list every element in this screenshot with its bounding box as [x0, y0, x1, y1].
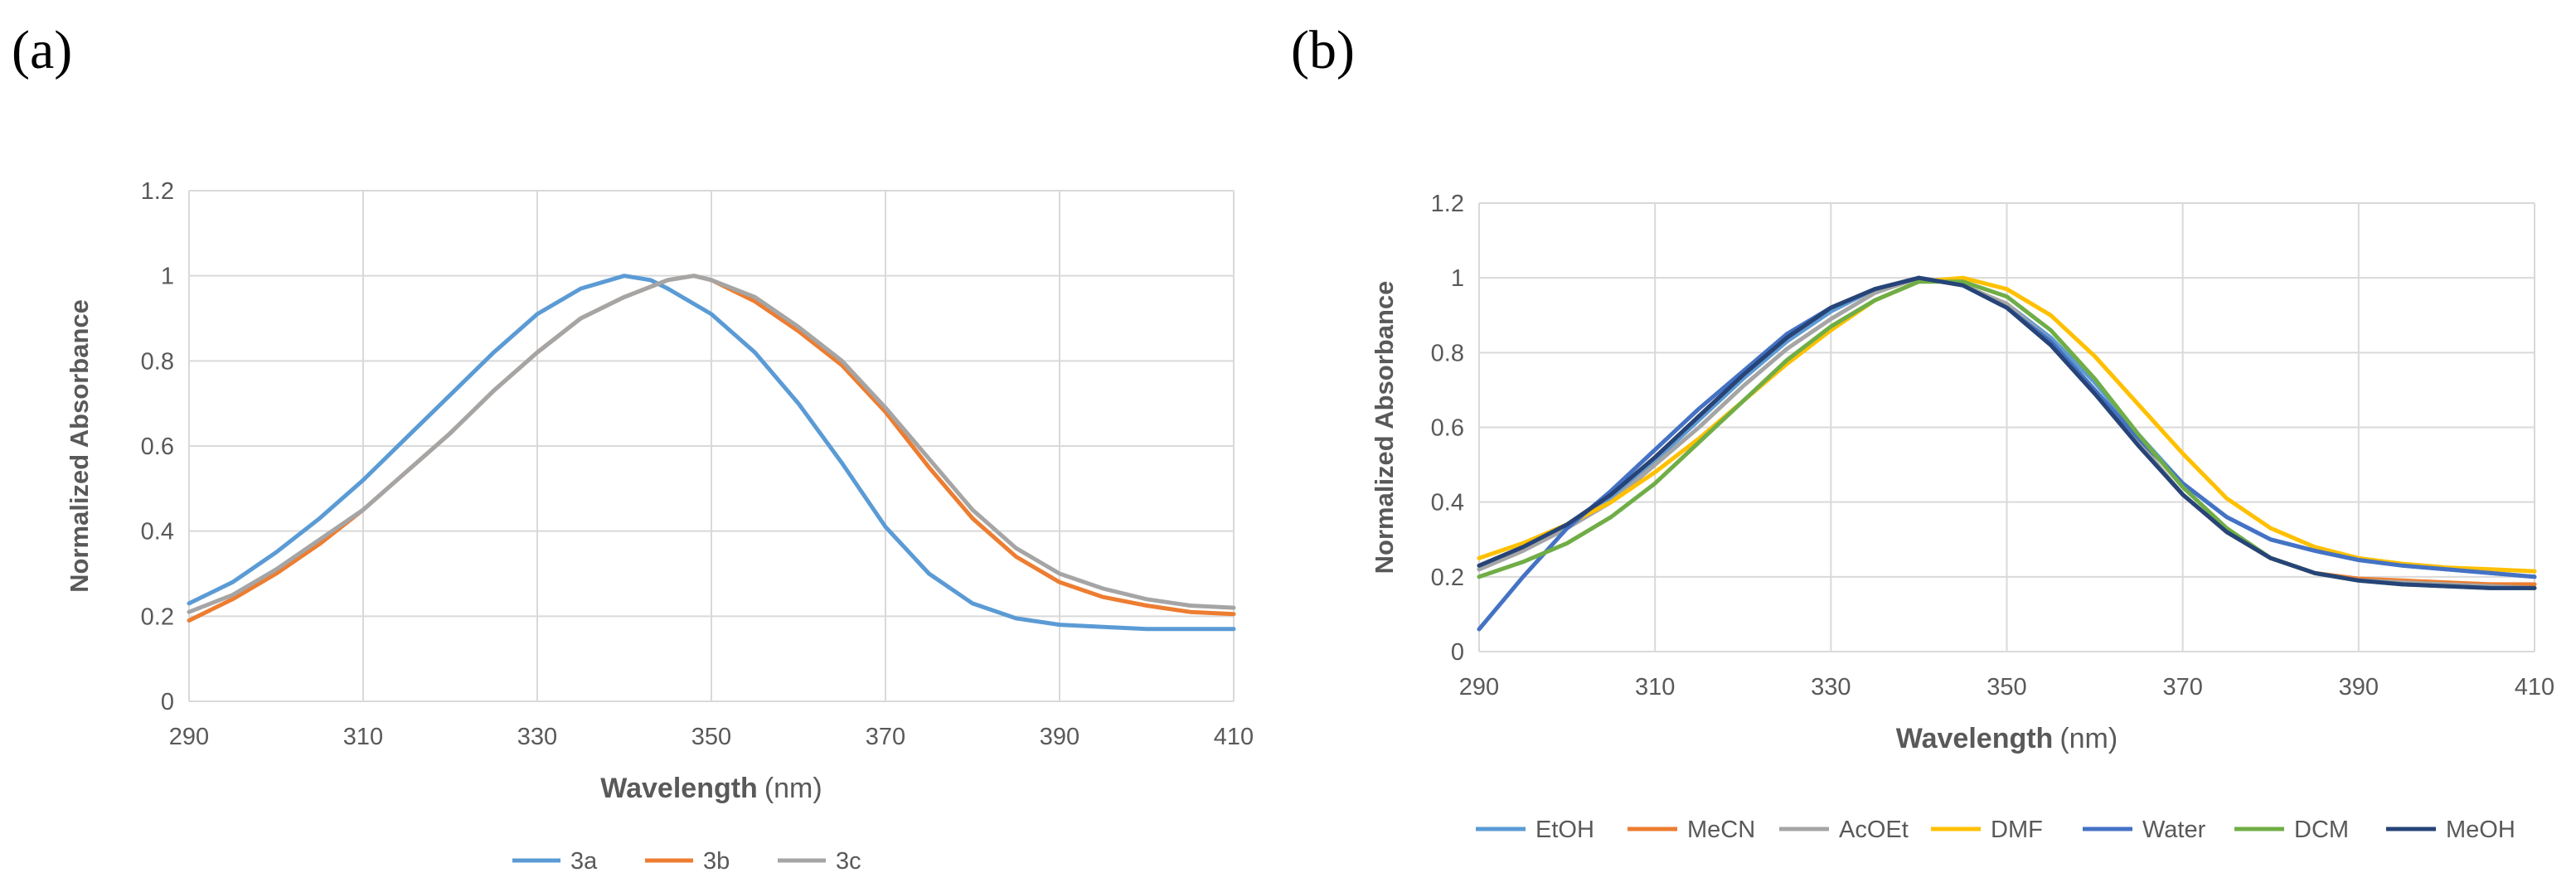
- legend-label: AcOEt: [1839, 817, 1909, 843]
- y-tick-label: 1: [1451, 265, 1464, 292]
- legend-label: MeOH: [2446, 817, 2515, 843]
- x-tick-label: 290: [1459, 674, 1499, 701]
- y-tick-label: 0: [161, 689, 174, 715]
- y-tick-label: 0.2: [141, 604, 174, 630]
- legend-label: 3a: [570, 848, 598, 875]
- x-tick-label: 290: [169, 724, 209, 750]
- x-tick-label: 410: [1214, 724, 1254, 750]
- y-tick-label: 0.6: [141, 434, 174, 460]
- x-tick-label: 350: [691, 724, 731, 750]
- panel-label: (b): [1291, 20, 1355, 80]
- x-tick-label: 350: [1987, 674, 2026, 701]
- x-tick-label: 310: [343, 724, 383, 750]
- x-tick-label: 390: [1040, 724, 1079, 750]
- y-tick-label: 0.4: [141, 519, 174, 545]
- x-tick-label: 390: [2339, 674, 2379, 701]
- y-axis-title: Normalized Absorbance: [1370, 281, 1399, 574]
- legend-label: DMF: [1991, 817, 2043, 843]
- x-tick-label: 370: [866, 724, 905, 750]
- x-axis-title: Wavelength (nm): [1896, 723, 2118, 754]
- x-axis-title-text: Wavelength: [1896, 723, 2054, 754]
- x-tick-label: 370: [2162, 674, 2202, 701]
- chart-panel-a: (a) 0 0.2 0.4 0.6 0.8 1 1.2 290 310 330 350 370 390 41…: [12, 20, 1254, 875]
- series-line-3c: [187, 274, 1236, 614]
- x-axis-title-unit: (nm): [764, 773, 822, 804]
- y-tick-label: 1.2: [1431, 191, 1464, 217]
- y-tick-label: 1: [161, 264, 174, 290]
- y-tick-label: 0: [1451, 639, 1464, 666]
- x-tick-label: 410: [2515, 674, 2554, 701]
- y-tick-label: 1.2: [141, 178, 174, 205]
- x-tick-label: 310: [1635, 674, 1675, 701]
- y-tick-label: 0.6: [1431, 415, 1464, 442]
- legend-label: MeCN: [1687, 817, 1755, 843]
- legend-label: Water: [2142, 817, 2206, 843]
- y-axis-title: Normalized Absorbance: [65, 299, 94, 593]
- series-line-3a: [187, 274, 1236, 632]
- panel-label: (a): [12, 20, 72, 80]
- legend-label: 3b: [703, 848, 730, 875]
- legend-label: EtOH: [1535, 817, 1594, 843]
- y-tick-label: 0.4: [1431, 490, 1464, 516]
- legend-label: 3c: [836, 848, 861, 875]
- chart-panel-b: (b) 0 0.2 0.4 0.6 0.8 1 1.2 290 310 330 350 370 390 41…: [1291, 20, 2554, 843]
- y-tick-label: 0.8: [141, 348, 174, 375]
- x-axis-title-unit: (nm): [2059, 723, 2118, 754]
- x-axis-title: Wavelength (nm): [600, 773, 822, 804]
- y-tick-label: 0.8: [1431, 340, 1464, 366]
- legend-label: DCM: [2294, 817, 2349, 843]
- x-tick-label: 330: [517, 724, 557, 750]
- series-line-meoh: [1477, 275, 2537, 590]
- y-tick-label: 0.2: [1431, 565, 1464, 591]
- x-tick-label: 330: [1811, 674, 1851, 701]
- x-axis-title-text: Wavelength: [600, 773, 758, 804]
